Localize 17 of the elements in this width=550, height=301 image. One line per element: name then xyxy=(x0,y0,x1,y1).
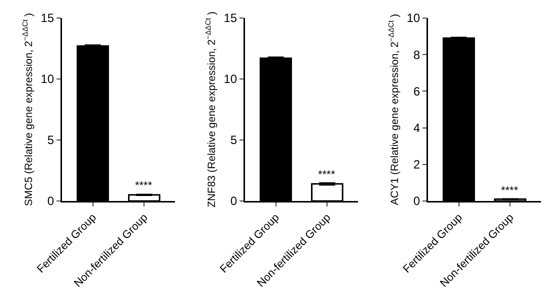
y-tick-label: 0 xyxy=(413,194,420,208)
y-tick-label: 10 xyxy=(40,72,54,86)
y-tick-label: 10 xyxy=(406,11,420,26)
y-tick-label: 15 xyxy=(224,11,238,26)
annotation: **** xyxy=(318,169,336,181)
y-tick-label: 6 xyxy=(413,84,420,98)
y-tick-label: 0 xyxy=(47,194,54,208)
y-tick-label: 0 xyxy=(230,194,238,208)
y-tick-label: 15 xyxy=(40,11,54,26)
y-tick-label: 4 xyxy=(413,121,420,135)
y-tick-label: 5 xyxy=(47,133,54,148)
annotation: **** xyxy=(501,185,519,197)
y-tick-label: 8 xyxy=(413,48,420,62)
annotation: **** xyxy=(135,180,153,192)
y-tick-label: 2 xyxy=(413,158,420,172)
y-tick-label: 5 xyxy=(230,133,238,148)
y-tick-label: 10 xyxy=(224,72,238,86)
